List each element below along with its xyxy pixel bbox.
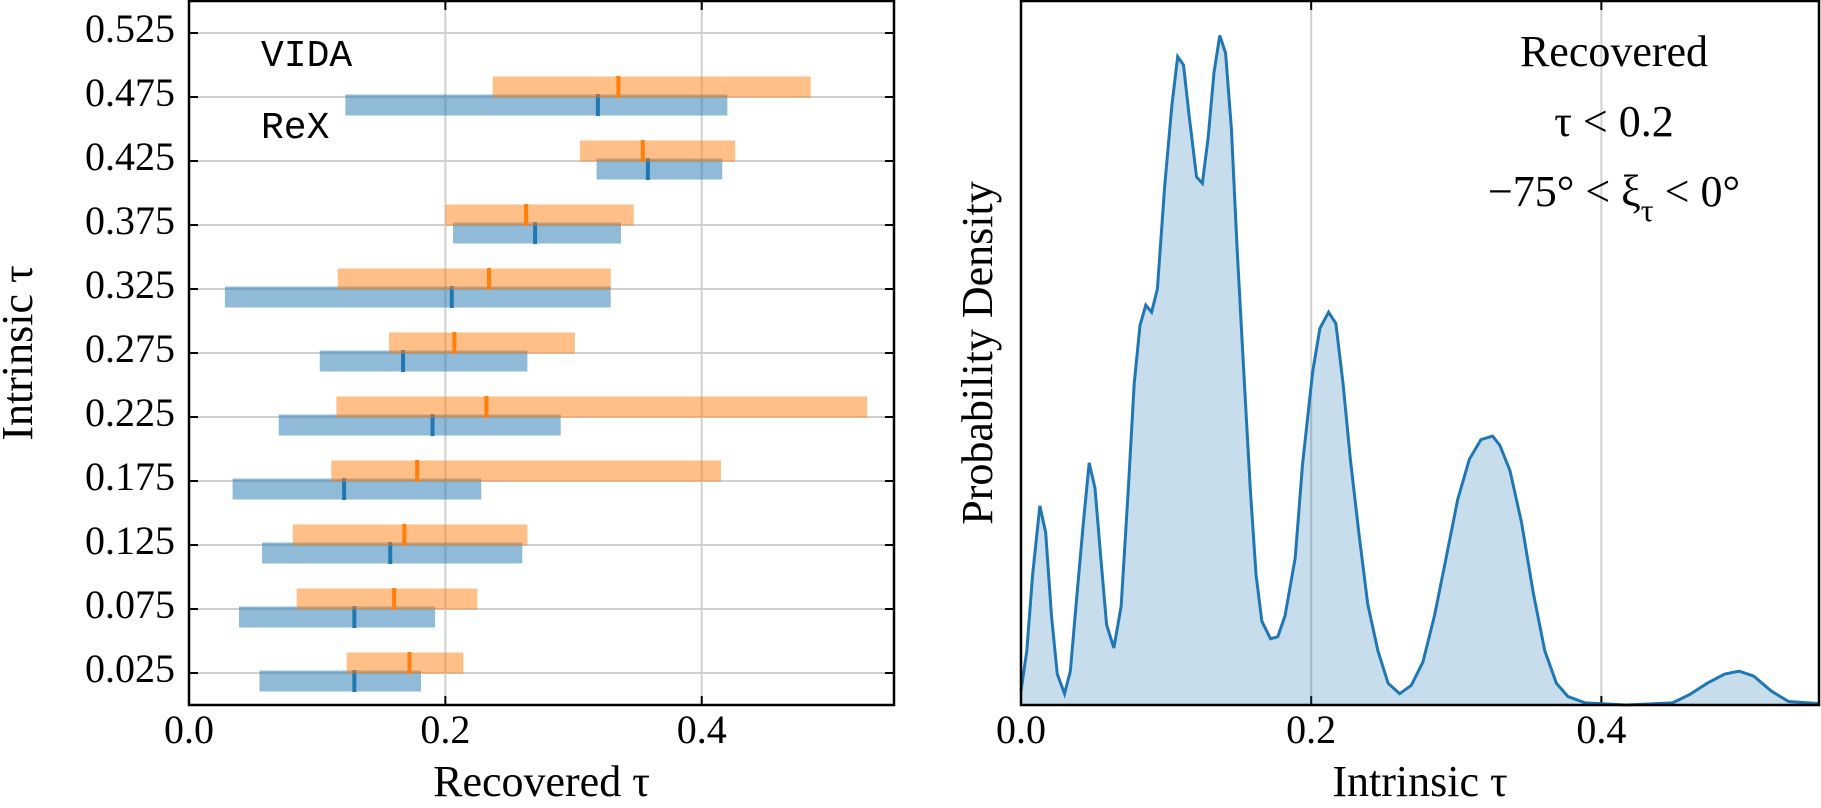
axes-frame (187, 0, 896, 707)
y-tick-label: 0.525 (85, 6, 175, 51)
x-tick-label: 0.2 (1286, 707, 1336, 752)
y-tick-label: 0.275 (85, 326, 175, 371)
x-axis-label: Intrinsic τ (1332, 757, 1507, 806)
annotation-part: −75° < ξ (1488, 167, 1641, 216)
range-bar (292, 524, 528, 546)
range-bar (388, 332, 575, 354)
annotation-part: < 0° (1654, 167, 1740, 216)
range-bar (445, 204, 634, 226)
range-bar (579, 140, 736, 162)
y-axis-label: Probability Density (953, 181, 1002, 524)
range-bar (336, 396, 868, 418)
range-bar (337, 268, 611, 290)
x-tick-label: 0.0 (996, 707, 1046, 752)
range-bar (596, 158, 723, 180)
range-bar (238, 606, 436, 628)
range-bar (346, 652, 464, 674)
x-tick-label: 0.4 (1576, 707, 1626, 752)
annotation: −75° < ξτ < 0° (1488, 167, 1740, 228)
y-tick-label: 0.375 (85, 198, 175, 243)
y-tick-label: 0.175 (85, 454, 175, 499)
range-bar (278, 414, 561, 436)
y-tick-label: 0.125 (85, 518, 175, 563)
x-axis-label: Recovered τ (433, 757, 650, 806)
density-line (1019, 35, 1820, 707)
range-bar (331, 460, 721, 482)
y-tick-label: 0.325 (85, 262, 175, 307)
y-axis-label: Intrinsic τ (0, 265, 42, 440)
range-bar (232, 478, 482, 500)
annotation-part: τ (1641, 192, 1654, 228)
annotation-part: Recovered (1520, 27, 1708, 76)
range-bar (319, 350, 528, 372)
legend-label: ReX (261, 107, 330, 150)
density-area (1021, 35, 1819, 705)
x-tick-label: 0.4 (677, 707, 727, 752)
annotation: Recovered (1520, 27, 1708, 76)
x-tick-label: 0.0 (164, 707, 214, 752)
range-bar (492, 76, 811, 98)
legend-label: VIDA (261, 35, 352, 78)
axes-frame (1019, 0, 1821, 707)
range-bar (345, 94, 728, 116)
y-tick-label: 0.075 (85, 582, 175, 627)
y-tick-label: 0.225 (85, 390, 175, 435)
y-tick-label: 0.025 (85, 646, 175, 691)
y-tick-label: 0.475 (85, 70, 175, 115)
range-bar (259, 670, 422, 692)
annotation: τ < 0.2 (1554, 97, 1674, 146)
annotation-part: τ < 0.2 (1554, 97, 1674, 146)
range-bar (296, 588, 478, 610)
x-tick-label: 0.2 (420, 707, 470, 752)
range-bar (224, 286, 611, 308)
y-tick-label: 0.425 (85, 134, 175, 179)
